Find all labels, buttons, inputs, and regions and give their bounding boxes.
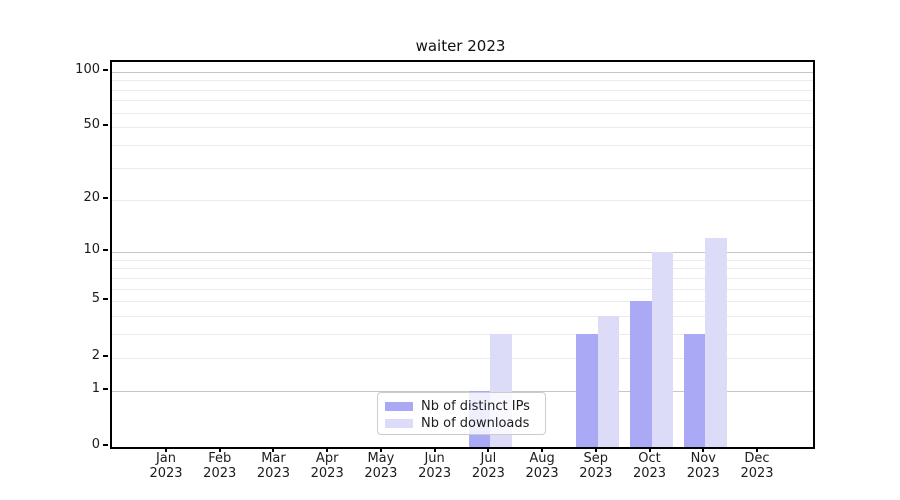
x-tick-mark [487,447,490,452]
x-tick-label: Feb 2023 [203,451,237,481]
y-tick-mark [103,196,108,199]
x-tick-mark [433,447,436,452]
gridline-minor [112,89,813,91]
legend-swatch-distinct-ips [385,402,413,411]
y-tick-mark [103,444,108,446]
gridline-minor [112,268,813,270]
y-tick-label: 2 [91,347,100,363]
y-tick-mark [103,68,108,71]
y-tick-mark [103,249,108,252]
legend-row-downloads: Nb of downloads [385,415,529,432]
y-tick-mark [103,387,108,390]
y-tick-label: 100 [75,61,100,77]
x-tick-label: Mar 2023 [256,451,290,481]
y-tick-label: 10 [83,242,100,258]
x-tick-mark [594,447,597,452]
x-tick-mark [218,447,221,452]
chart-title: waiter 2023 [415,37,506,55]
x-tick-mark [379,447,382,452]
gridline-minor [112,199,813,201]
x-tick-mark [326,447,329,452]
gridline-major [112,252,813,254]
bar-downloads [597,316,620,447]
gridline-minor [112,167,813,169]
y-tick-label: 0 [91,437,100,452]
x-tick-label: Aug 2023 [525,451,559,481]
x-tick-label: Jul 2023 [471,451,505,481]
y-tick-label: 1 [91,380,100,396]
legend-swatch-downloads [385,419,413,428]
legend: Nb of distinct IPs Nb of downloads [377,392,546,435]
bar-distinct-ips [683,334,706,447]
gridline-minor [112,316,813,318]
gridline-major [112,390,813,393]
gridline-minor [112,357,813,359]
gridline-minor [112,145,813,147]
legend-label-distinct-ips: Nb of distinct IPs [421,399,530,414]
gridline-minor [112,334,813,336]
bar-downloads [651,252,674,447]
plot-area [110,60,815,449]
x-tick-label: Jun 2023 [418,451,452,481]
gridline-minor [112,80,813,82]
gridline-minor [112,112,813,114]
y-tick-label: 20 [83,189,100,205]
x-tick-mark [755,447,758,452]
gridline-minor [112,127,813,129]
x-tick-label: Dec 2023 [740,451,774,481]
y-tick-mark [103,354,108,357]
legend-label-downloads: Nb of downloads [421,416,530,431]
x-tick-label: Sep 2023 [579,451,613,481]
y-tick-label: 5 [91,291,100,307]
legend-row-distinct-ips: Nb of distinct IPs [385,398,530,415]
y-tick-mark [103,124,108,127]
x-tick-label: Nov 2023 [686,451,720,481]
gridline-minor [112,259,813,261]
bar-distinct-ips [576,334,598,447]
bar-distinct-ips [630,301,652,447]
x-tick-mark [648,447,651,452]
x-tick-label: Apr 2023 [310,451,344,481]
gridline-minor [112,277,813,279]
gridline-minor [112,100,813,102]
x-tick-mark [165,447,167,452]
y-tick-mark [103,298,108,301]
x-tick-mark [702,447,705,452]
gridline-major [112,71,813,74]
bar-downloads [705,238,727,447]
gridline-minor [112,301,813,303]
gridline-minor [112,288,813,290]
x-tick-mark [541,447,544,452]
x-tick-mark [272,447,275,452]
x-tick-label: Jan 2023 [149,451,183,481]
x-tick-label: May 2023 [364,451,398,481]
x-tick-label: Oct 2023 [632,451,667,481]
y-tick-label: 50 [83,117,100,133]
